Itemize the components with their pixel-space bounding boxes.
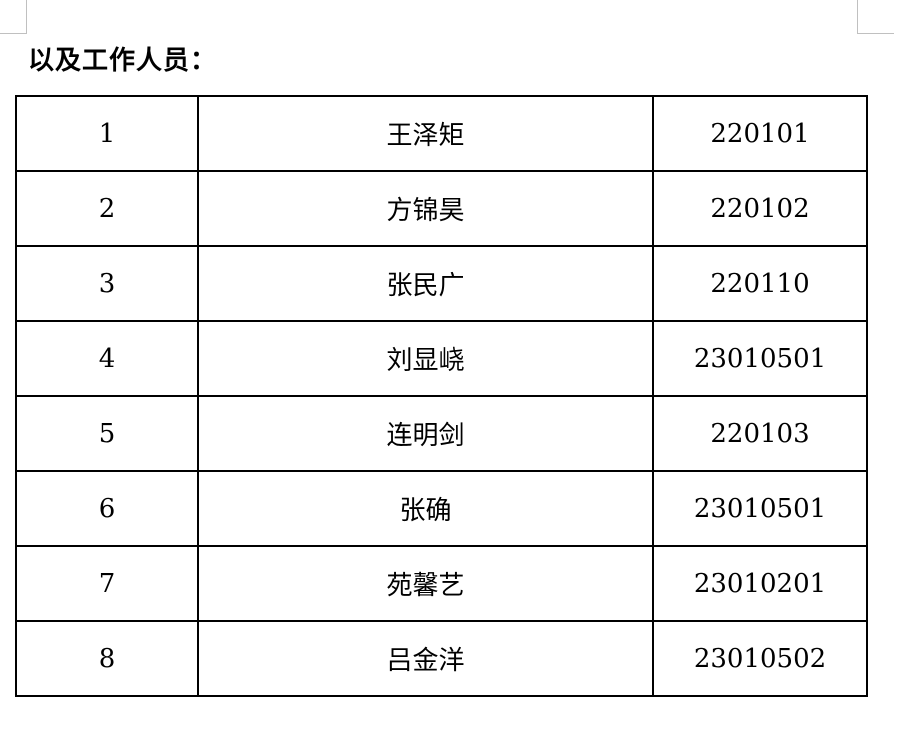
row-number-cell: 3 bbox=[15, 245, 199, 322]
previous-table-gridline-corner-left bbox=[0, 0, 27, 34]
id-cell: 220103 bbox=[652, 395, 868, 472]
id-cell: 23010201 bbox=[652, 545, 868, 622]
row-number-cell: 2 bbox=[15, 170, 199, 247]
page-title: 以及工作人员： bbox=[28, 46, 218, 76]
table-row: 7 苑馨艺 23010201 bbox=[15, 545, 868, 622]
name-cell: 王泽矩 bbox=[197, 95, 654, 172]
row-number-cell: 1 bbox=[15, 95, 199, 172]
name-cell: 吕金洋 bbox=[197, 620, 654, 697]
table-row: 6 张确 23010501 bbox=[15, 470, 868, 547]
table-row: 1 王泽矩 220101 bbox=[15, 95, 868, 172]
row-number-cell: 6 bbox=[15, 470, 199, 547]
previous-table-gridline-corner-right bbox=[857, 0, 894, 34]
id-cell: 23010501 bbox=[652, 470, 868, 547]
table-row: 5 连明剑 220103 bbox=[15, 395, 868, 472]
staff-table: 1 王泽矩 220101 2 方锦昊 220102 3 张民广 220110 4 刘显峣 230105… bbox=[15, 95, 868, 697]
name-cell: 张民广 bbox=[197, 245, 654, 322]
table-row: 4 刘显峣 23010501 bbox=[15, 320, 868, 397]
id-cell: 220101 bbox=[652, 95, 868, 172]
staff-table-body: 1 王泽矩 220101 2 方锦昊 220102 3 张民广 220110 4 刘显峣 230105… bbox=[15, 95, 868, 697]
row-number-cell: 5 bbox=[15, 395, 199, 472]
table-row: 3 张民广 220110 bbox=[15, 245, 868, 322]
id-cell: 220110 bbox=[652, 245, 868, 322]
name-cell: 苑馨艺 bbox=[197, 545, 654, 622]
table-row: 2 方锦昊 220102 bbox=[15, 170, 868, 247]
id-cell: 220102 bbox=[652, 170, 868, 247]
name-cell: 连明剑 bbox=[197, 395, 654, 472]
id-cell: 23010501 bbox=[652, 320, 868, 397]
id-cell: 23010502 bbox=[652, 620, 868, 697]
row-number-cell: 4 bbox=[15, 320, 199, 397]
row-number-cell: 7 bbox=[15, 545, 199, 622]
name-cell: 方锦昊 bbox=[197, 170, 654, 247]
row-number-cell: 8 bbox=[15, 620, 199, 697]
name-cell: 刘显峣 bbox=[197, 320, 654, 397]
name-cell: 张确 bbox=[197, 470, 654, 547]
table-row: 8 吕金洋 23010502 bbox=[15, 620, 868, 697]
